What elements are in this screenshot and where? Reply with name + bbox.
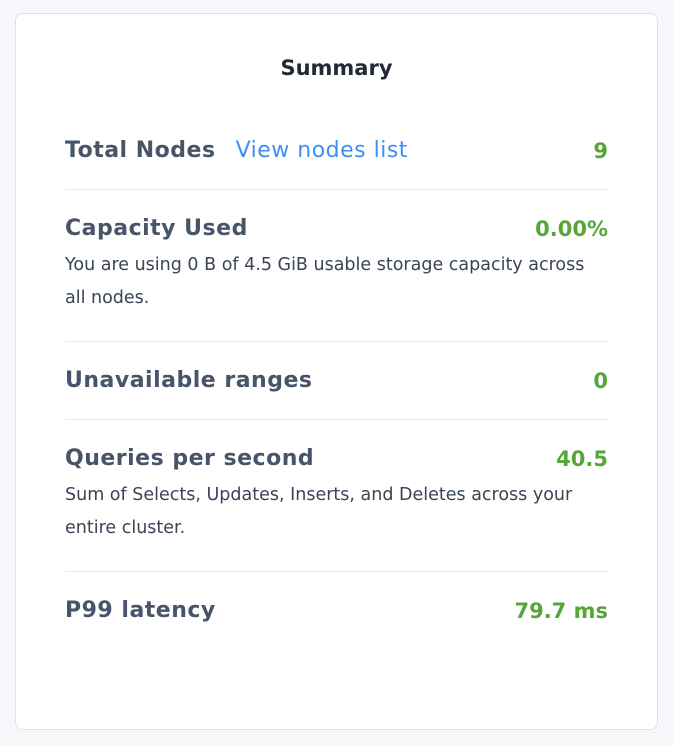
row-value: 40.5	[556, 446, 608, 471]
total-nodes-row: Total Nodes View nodes list 9	[65, 138, 608, 190]
row-label: Capacity Used	[65, 216, 248, 241]
row-label: Unavailable ranges	[65, 368, 313, 393]
unavailable-ranges-row: Unavailable ranges 0	[65, 368, 608, 420]
row-label: Queries per second	[65, 446, 315, 471]
queries-per-second-row: Queries per second 40.5 Sum of Selects, Up…	[65, 446, 608, 572]
row-value: 0.00%	[535, 216, 608, 241]
card-title: Summary	[280, 56, 393, 80]
row-label: P99 latency	[65, 598, 216, 623]
capacity-used-row: Capacity Used 0.00% You are using 0 B of 4…	[65, 216, 608, 342]
row-value: 0	[593, 368, 608, 393]
p99-latency-row: P99 latency 79.7 ms	[65, 598, 608, 649]
view-nodes-list-link[interactable]: View nodes list	[235, 138, 408, 163]
row-value: 9	[593, 138, 608, 163]
row-value: 79.7 ms	[514, 598, 608, 623]
row-label: Total Nodes	[65, 138, 216, 163]
row-description: Sum of Selects, Updates, Inserts, and De…	[65, 485, 573, 538]
row-description: You are using 0 B of 4.5 GiB usable stor…	[65, 255, 585, 308]
summary-card: Summary Total Nodes View nodes list 9 Capa…	[15, 13, 658, 730]
